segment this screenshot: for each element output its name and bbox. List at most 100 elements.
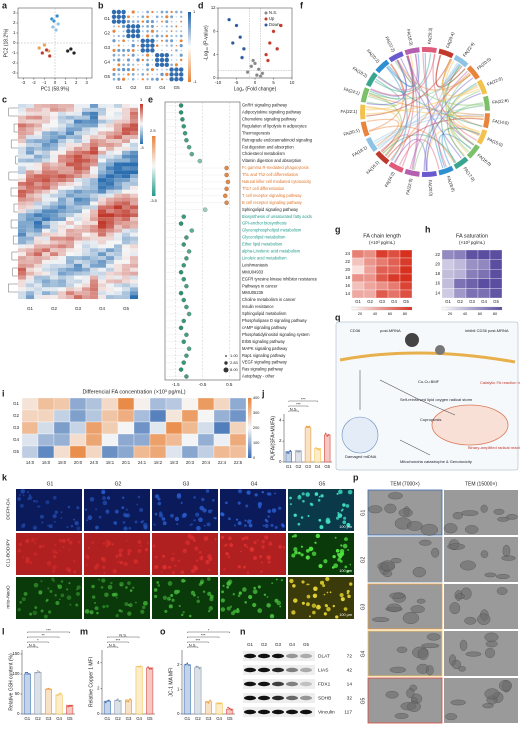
point bbox=[55, 14, 60, 18]
colorbar-label: 40 bbox=[463, 311, 468, 316]
heat-cell bbox=[122, 213, 131, 218]
bar bbox=[183, 664, 191, 715]
heat-cell bbox=[69, 421, 87, 435]
heat-cell bbox=[114, 143, 123, 147]
heat-cell bbox=[122, 283, 131, 288]
cell bbox=[42, 544, 45, 548]
heat-cell bbox=[42, 279, 51, 284]
dot bbox=[224, 200, 229, 205]
cell bbox=[314, 492, 319, 496]
cell bbox=[338, 489, 343, 495]
heat-cell bbox=[66, 178, 75, 183]
pathway-label: Regulation of lipolysis in adipocytes bbox=[242, 123, 307, 128]
heat-cell bbox=[477, 288, 491, 299]
cell bbox=[335, 549, 340, 553]
cell bbox=[34, 606, 38, 610]
heat-cell bbox=[74, 287, 83, 292]
cell bbox=[232, 592, 236, 596]
corr-dot bbox=[154, 52, 160, 58]
cell bbox=[346, 523, 351, 527]
heat-cell bbox=[106, 197, 115, 202]
dot bbox=[184, 332, 189, 338]
heat-cell bbox=[58, 232, 67, 237]
colorbar-label: -3.5 bbox=[150, 198, 158, 203]
heat-cell bbox=[18, 236, 27, 241]
replicate bbox=[148, 668, 151, 670]
heat-cell bbox=[106, 263, 115, 268]
heat-cell bbox=[74, 209, 83, 214]
band bbox=[258, 709, 270, 715]
cell bbox=[243, 536, 247, 540]
heat-cell bbox=[82, 248, 91, 253]
heat-cell bbox=[82, 271, 91, 276]
heat-cell bbox=[66, 115, 75, 120]
corr-dot bbox=[131, 77, 135, 81]
heat-cell bbox=[197, 397, 215, 411]
chord-arc bbox=[388, 51, 404, 63]
col-label: 18:0 bbox=[58, 460, 67, 465]
heat-cell bbox=[114, 295, 123, 300]
cell bbox=[154, 512, 158, 516]
point bbox=[253, 61, 257, 66]
replicate bbox=[47, 687, 50, 690]
heat-cell bbox=[98, 115, 107, 120]
cell bbox=[172, 552, 175, 555]
replicate bbox=[49, 688, 51, 690]
nanoparticle bbox=[435, 345, 445, 355]
panel-unit: (×10³ pg/mL) bbox=[459, 240, 485, 245]
panel-letter: c bbox=[2, 94, 7, 104]
heat-cell bbox=[106, 217, 115, 222]
heat-cell bbox=[66, 111, 75, 116]
kda-label: 32 bbox=[347, 695, 353, 701]
col-label: 14:0 bbox=[26, 460, 35, 465]
dendrogram bbox=[13, 123, 18, 133]
corr-dot bbox=[174, 72, 179, 77]
heat-cell bbox=[34, 111, 43, 116]
chord bbox=[368, 63, 405, 132]
cell bbox=[315, 533, 321, 539]
cell bbox=[48, 610, 52, 614]
heat-cell bbox=[90, 146, 99, 151]
organelle bbox=[477, 613, 491, 625]
heat-cell bbox=[58, 287, 67, 292]
panel-title: Differencial FA concentration (×10³ pg/m… bbox=[82, 389, 185, 395]
heat-cell bbox=[26, 205, 35, 210]
heat-cell bbox=[66, 119, 75, 124]
replicate bbox=[115, 699, 118, 701]
dendrogram bbox=[8, 107, 18, 117]
row-label: 22 bbox=[345, 259, 350, 264]
cell bbox=[229, 605, 233, 608]
row-label: G5 bbox=[360, 697, 366, 704]
heat-cell bbox=[122, 228, 131, 233]
fa-label: FA(17:0) bbox=[462, 166, 476, 183]
heat-cell bbox=[37, 409, 55, 423]
cell bbox=[54, 594, 57, 597]
heat-cell bbox=[66, 162, 75, 167]
chord bbox=[441, 59, 472, 91]
heat-cell bbox=[106, 104, 115, 108]
heat-cell bbox=[114, 146, 123, 151]
dot bbox=[178, 290, 184, 296]
cell bbox=[311, 603, 317, 608]
heat-cell bbox=[82, 244, 91, 249]
cell bbox=[86, 519, 88, 522]
cell bbox=[20, 488, 26, 494]
heat-cell bbox=[18, 127, 27, 132]
heat-cell bbox=[42, 143, 51, 147]
heat-cell bbox=[26, 154, 35, 159]
cell bbox=[289, 496, 292, 500]
heat-cell bbox=[50, 166, 59, 171]
nucleus bbox=[341, 416, 379, 454]
corr-dot bbox=[137, 54, 139, 57]
cell bbox=[291, 610, 296, 615]
heat-cell bbox=[82, 150, 91, 155]
x-tick-label: G5 bbox=[227, 716, 233, 721]
cell bbox=[102, 496, 106, 501]
col-label: TEM (15000×) bbox=[465, 481, 497, 487]
cell bbox=[340, 544, 343, 547]
heat-cell bbox=[130, 158, 139, 163]
corr-dot bbox=[179, 39, 183, 43]
heat-cell bbox=[66, 291, 75, 296]
heat-cell bbox=[98, 123, 107, 128]
pathway-label: Sphingolipid signaling pathway bbox=[242, 207, 299, 212]
